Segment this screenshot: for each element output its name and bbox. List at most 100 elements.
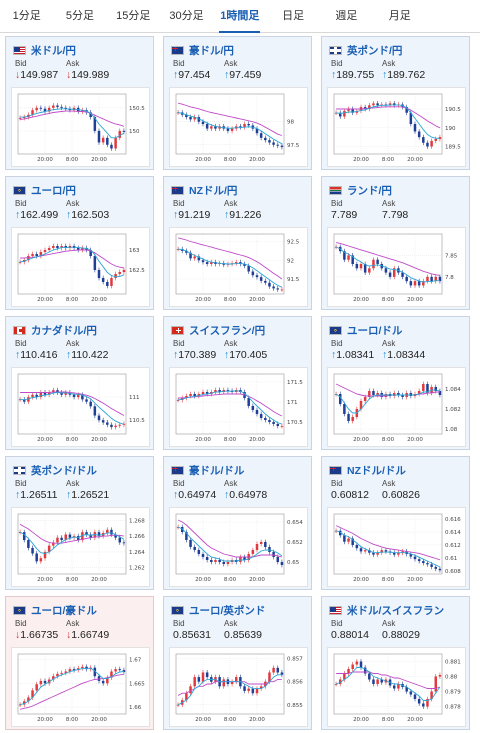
bid-label: Bid xyxy=(173,479,185,488)
tab-6[interactable]: 週足 xyxy=(335,10,358,22)
pair-title-link[interactable]: 英ポンド/円 xyxy=(329,43,402,57)
y-tick-label: 1.266 xyxy=(129,534,145,540)
pair-title-link[interactable]: 豪ドル/円 xyxy=(171,43,234,57)
plot-frame xyxy=(175,653,285,715)
candle-body xyxy=(426,563,429,565)
candle-body xyxy=(372,103,375,106)
x-tick-label: 20:00 xyxy=(37,297,53,303)
rate-card[interactable]: NZドル/円 Bid Ask ↑91.219 ↑91.226 92.5 92 91.5 20:0… xyxy=(163,176,312,310)
rate-card[interactable]: 豪ドル/ドル Bid Ask ↑0.64974 ↑0.64978 0.654 0.652 0.… xyxy=(163,456,312,590)
plot-frame xyxy=(17,653,127,715)
tab-5[interactable]: 日足 xyxy=(282,10,305,22)
rate-card[interactable]: ユーロ/豪ドル Bid Ask ↓1.66735 ↓1.66749 1.67 1.665 1.… xyxy=(5,596,154,730)
candlestick-chart: 7.85 7.8 20:00 8:00 20:00 xyxy=(333,233,458,303)
candlestick-chart: 1.084 1.082 1.08 20:00 8:00 20:00 xyxy=(333,373,461,443)
candle-body xyxy=(72,669,76,671)
candle-body xyxy=(422,281,425,286)
rate-card[interactable]: ユーロ/英ポンド Bid Ask 0.85631 0.85639 0.857 0.856 0.… xyxy=(163,596,312,730)
eu-flag-icon xyxy=(329,325,342,335)
moving-average-fast xyxy=(19,531,125,554)
bid-value: ↑91.219 xyxy=(173,209,210,221)
candle-body xyxy=(272,552,275,557)
ask-label: Ask xyxy=(66,59,80,68)
y-tick-label: 0.856 xyxy=(287,680,303,686)
tab-4[interactable]: 1時間足 xyxy=(213,0,266,33)
pair-name: スイスフラン/円 xyxy=(189,324,266,337)
candle-body xyxy=(56,105,59,107)
pair-title-link[interactable]: NZドル/ドル xyxy=(329,463,406,477)
timeframe-tabs: 1分足 5分足 15分足 30分足 1時間足 日足 週足 月足 xyxy=(0,0,480,33)
rate-card[interactable]: ユーロ/円 Bid Ask ↑162.499 ↑162.503 163 162.5 20:00… xyxy=(5,176,154,310)
pair-title-link[interactable]: 米ドル/スイスフラン xyxy=(329,603,444,617)
pair-title-link[interactable]: 米ドル/円 xyxy=(13,43,76,57)
candle-body xyxy=(210,126,213,129)
candle-body xyxy=(422,384,425,391)
gb-flag-icon xyxy=(13,465,26,475)
pair-title-link[interactable]: ユーロ/円 xyxy=(13,183,76,197)
pair-title-link[interactable]: ユーロ/豪ドル xyxy=(13,603,97,617)
tab-7[interactable]: 月足 xyxy=(388,10,411,22)
pair-title-link[interactable]: NZドル/円 xyxy=(171,183,237,197)
rate-card[interactable]: ランド/円 Bid Ask 7.789 7.798 7.85 7.8 20:00 8:00 20:… xyxy=(321,176,470,310)
tab-2[interactable]: 15分足 xyxy=(116,10,151,22)
candle-body xyxy=(255,688,259,694)
x-tick-label: 8:00 xyxy=(224,157,237,163)
candle-body xyxy=(106,422,109,425)
candle-body xyxy=(376,552,379,555)
candle-body xyxy=(438,568,442,571)
candle-body xyxy=(27,540,30,548)
candle-body xyxy=(18,262,22,263)
rate-card[interactable]: 英ポンド/円 Bid Ask ↑189.755 ↑189.762 190.5 190 189.… xyxy=(321,36,470,170)
tab-3[interactable]: 30分足 xyxy=(169,10,204,22)
tab-0[interactable]: 1分足 xyxy=(12,10,41,22)
pair-title-link[interactable]: ユーロ/英ポンド xyxy=(171,603,265,617)
candle-body xyxy=(43,108,47,112)
down-arrow-icon: ↓ xyxy=(66,69,72,81)
candle-body xyxy=(368,268,371,273)
candle-body xyxy=(22,399,26,402)
ask-value: ↓1.66749 xyxy=(66,629,109,641)
pair-title-link[interactable]: スイスフラン/円 xyxy=(171,323,265,337)
us-flag-icon xyxy=(13,45,26,55)
ch-flag-icon xyxy=(171,325,184,335)
candle-body xyxy=(201,260,205,263)
rate-card[interactable]: カナダドル/円 Bid Ask ↑110.416 ↑110.422 111 110.5 20:… xyxy=(5,316,154,450)
pair-title-link[interactable]: 英ポンド/ドル xyxy=(13,463,97,477)
tab-1[interactable]: 5分足 xyxy=(65,10,94,22)
y-tick-label: 1.665 xyxy=(129,681,145,687)
moving-average-slow xyxy=(177,102,283,136)
candle-body xyxy=(272,142,275,145)
rate-card[interactable]: 英ポンド/ドル Bid Ask ↑1.26511 ↑1.26521 1.268 1.266 1… xyxy=(5,456,154,590)
up-arrow-icon: ↑ xyxy=(15,209,21,221)
rate-card[interactable]: 米ドル/円 Bid Ask ↓149.987 ↓149.989 150.5 150 20:00… xyxy=(5,36,154,170)
candle-body xyxy=(380,550,384,553)
bid-price: 1.66735 xyxy=(20,629,59,641)
candle-body xyxy=(384,394,388,397)
bid-label: Bid xyxy=(15,619,27,628)
ask-price: 149.989 xyxy=(71,69,110,81)
plot-frame xyxy=(333,653,443,715)
candle-body xyxy=(368,391,371,397)
rate-card[interactable]: 豪ドル/円 Bid Ask ↑97.454 ↑97.459 98 97.5 20:00 8:00… xyxy=(163,36,312,170)
rate-card[interactable]: 米ドル/スイスフラン Bid Ask 0.88014 0.88029 0.881 0.88 0… xyxy=(321,596,470,730)
x-tick-label: 8:00 xyxy=(382,437,395,443)
candle-body xyxy=(368,105,371,109)
y-tick-label: 0.612 xyxy=(445,543,461,549)
pair-title-link[interactable]: ランド/円 xyxy=(329,183,392,197)
rate-card[interactable]: スイスフラン/円 Bid Ask ↑170.389 ↑170.405 171.5 171 17… xyxy=(163,316,312,450)
pair-title-link[interactable]: ユーロ/ドル xyxy=(329,323,402,337)
pair-title-link[interactable]: カナダドル/円 xyxy=(13,323,97,337)
candle-body xyxy=(122,130,126,132)
candle-body xyxy=(18,118,22,119)
candle-body xyxy=(280,145,284,148)
rate-card[interactable]: ユーロ/ドル Bid Ask ↑1.08341 ↑1.08344 1.084 1.082 1.… xyxy=(321,316,470,450)
bid-value: ↑1.26511 xyxy=(15,489,57,501)
candle-body xyxy=(388,103,392,106)
plot-frame xyxy=(333,513,443,575)
candle-body xyxy=(81,110,84,112)
pair-title-link[interactable]: 豪ドル/ドル xyxy=(171,463,244,477)
rate-card[interactable]: NZドル/ドル Bid Ask 0.60812 0.60826 0.616 0.614 0.6… xyxy=(321,456,470,590)
au-flag-icon xyxy=(171,465,184,475)
candle-body xyxy=(268,140,271,143)
candle-body xyxy=(338,112,342,117)
